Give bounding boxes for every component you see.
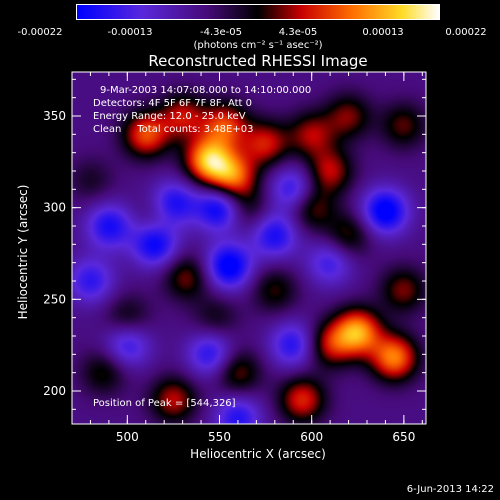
heatmap-image xyxy=(72,72,426,424)
colorbar-tick-label: 4.3e-05 xyxy=(278,27,318,38)
annotation-method: Clean Total counts: 3.48E+03 xyxy=(93,124,254,135)
y-axis-label: Heliocentric Y (arcsec) xyxy=(16,184,30,320)
colorbar-units: (photons cm⁻² s⁻¹ asec⁻²) xyxy=(193,40,323,51)
colorbar-tick-label: 0.00013 xyxy=(362,27,404,38)
x-tick-label: 600 xyxy=(300,430,323,444)
colorbar-tick-label: -0.00013 xyxy=(107,27,153,38)
colorbar-tick-label: -4.3e-05 xyxy=(200,27,242,38)
annotation-energy: Energy Range: 12.0 - 25.0 keV xyxy=(93,111,246,122)
y-tick-label: 350 xyxy=(43,109,66,123)
x-axis-label: Heliocentric X (arcsec) xyxy=(190,447,326,461)
colorbar-tick-label: 0.00022 xyxy=(445,27,487,38)
x-tick-label: 500 xyxy=(116,430,139,444)
annotation-peak: Position of Peak = [544,326] xyxy=(93,398,236,409)
plot-frame xyxy=(71,71,427,425)
annotation-time-range: 9-Mar-2003 14:07:08.000 to 14:10:00.000 xyxy=(100,85,312,96)
colorbar-tick-label: -0.00022 xyxy=(17,27,63,38)
chart-title: Reconstructed RHESSI Image xyxy=(148,52,368,70)
footer-date: 6-Jun-2013 14:22 xyxy=(406,484,494,495)
y-tick-label: 300 xyxy=(43,201,66,215)
colorbar xyxy=(76,4,440,20)
y-tick-label: 200 xyxy=(43,384,66,398)
x-tick-label: 550 xyxy=(208,430,231,444)
y-tick-label: 250 xyxy=(43,292,66,306)
x-tick-label: 650 xyxy=(392,430,415,444)
annotation-detectors: Detectors: 4F 5F 6F 7F 8F, Att 0 xyxy=(93,98,253,109)
